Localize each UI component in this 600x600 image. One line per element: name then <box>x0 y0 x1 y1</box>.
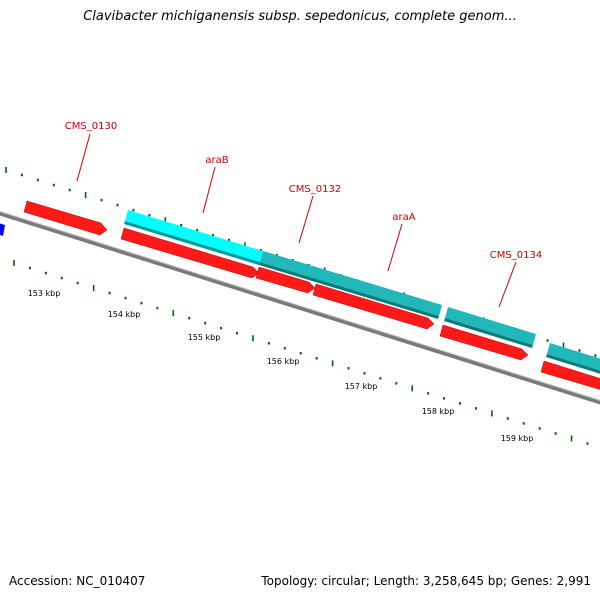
cds-feature-araa-shade <box>259 262 439 319</box>
kbp-label-159: 159 kbp <box>501 434 534 443</box>
gene-label-arab: araB <box>205 155 228 166</box>
gene-arrow-next[interactable] <box>540 360 600 391</box>
cds-feature-next[interactable] <box>547 343 600 371</box>
cds-feature-cms-0134[interactable] <box>445 307 536 345</box>
gene-arrow-arab[interactable] <box>120 227 260 279</box>
gene-label-cms-0134: CMS_0134 <box>490 250 542 261</box>
gene-arrow-cms-0134[interactable] <box>439 324 529 361</box>
cds-feature-next-shade <box>546 354 600 374</box>
kbp-label-154: 154 kbp <box>108 310 141 319</box>
gene-arrow-araa[interactable] <box>312 283 435 330</box>
cds-feature-cms-0134-shade <box>444 318 533 348</box>
kbp-label-158: 158 kbp <box>422 407 455 416</box>
genome-backbone-highlight <box>0 211 600 401</box>
genome-stats-text: Topology: circular; Length: 3,258,645 bp… <box>261 574 591 588</box>
cds-feature-arab[interactable] <box>125 210 263 262</box>
genome-title: Clavibacter michiganensis subsp. sepedon… <box>83 9 517 24</box>
accession-text: Accession: NC_010407 <box>9 574 146 588</box>
kbp-label-156: 156 kbp <box>267 357 300 366</box>
kbp-label-153: 153 kbp <box>28 289 61 298</box>
inner-tick-track <box>13 260 589 445</box>
kbp-label-157: 157 kbp <box>345 382 378 391</box>
gene-arrow-cms-0132[interactable] <box>255 266 316 294</box>
kbp-label-155: 155 kbp <box>188 333 221 342</box>
cds-feature-araa[interactable] <box>260 251 442 316</box>
gene-label-leaders <box>76 133 517 308</box>
cds-track <box>124 210 600 374</box>
gene-arrow-cms-0130[interactable] <box>23 200 108 236</box>
gene-track <box>0 200 600 391</box>
gene-label-araa: araA <box>392 212 415 223</box>
cds-feature-arab-shade <box>124 221 260 265</box>
gene-arrow-blue[interactable] <box>0 222 5 236</box>
gene-label-cms-0130: CMS_0130 <box>65 121 117 132</box>
genome-backbone <box>0 211 600 405</box>
gene-label-cms-0132: CMS_0132 <box>289 184 341 195</box>
